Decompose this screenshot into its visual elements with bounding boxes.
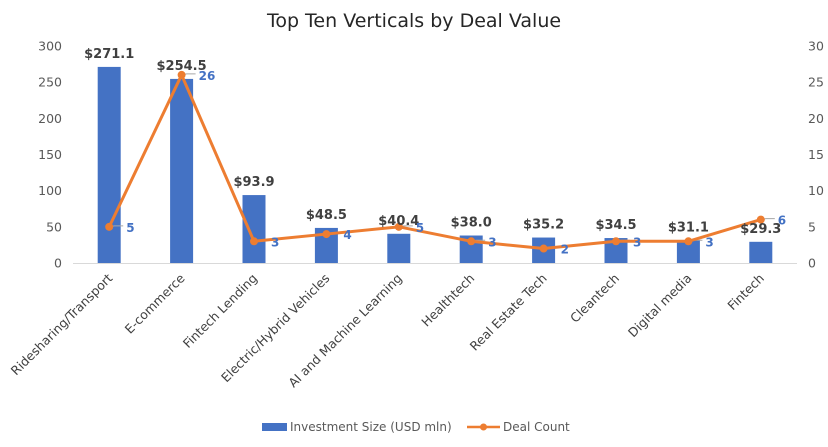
- bar-value-label: $271.1: [84, 47, 134, 62]
- deal-count-label: 26: [199, 69, 216, 83]
- bar-value-label: $31.1: [668, 221, 709, 236]
- line-marker: [756, 215, 765, 224]
- line-marker: [250, 237, 258, 246]
- category-label: Healthtech: [418, 271, 477, 330]
- deal-count-label: 5: [126, 221, 134, 235]
- line-marker: [539, 244, 548, 253]
- left-tick-label: 150: [38, 147, 62, 162]
- deal-count-label: 6: [778, 214, 786, 228]
- right-tick-label: 25: [808, 75, 824, 90]
- legend-bar-swatch: [262, 423, 287, 431]
- left-tick-label: 200: [38, 111, 62, 126]
- right-tick-label: 10: [808, 183, 824, 198]
- right-tick-label: 20: [808, 111, 824, 126]
- bar-value-label: $38.0: [451, 216, 492, 231]
- right-tick-label: 0: [808, 256, 816, 271]
- deal-count-label: 3: [488, 235, 496, 249]
- right-tick-label: 5: [808, 219, 816, 234]
- chart-title: Top Ten Verticals by Deal Value: [266, 10, 561, 32]
- category-label: E-commerce: [122, 270, 188, 336]
- bar: [387, 233, 411, 263]
- left-tick-label: 250: [38, 75, 62, 90]
- line-marker: [684, 237, 693, 246]
- bar: [749, 241, 773, 263]
- bar: [314, 227, 338, 263]
- bar: [604, 238, 628, 263]
- bar-value-label: $35.2: [523, 218, 564, 233]
- deal-count-label: 3: [633, 235, 641, 249]
- category-label: Fintech: [724, 271, 766, 313]
- bar-value-label: $40.4: [378, 214, 419, 229]
- left-tick-label: 50: [46, 219, 62, 234]
- line-value-labels: 5 26 3 4 5 3 2 3 3 6: [126, 69, 786, 257]
- left-tick-label: 0: [54, 256, 62, 271]
- line-marker: [322, 230, 331, 239]
- deal-count-label: 3: [705, 235, 713, 249]
- bar-value-label: $254.5: [157, 59, 207, 74]
- deal-count-label: 4: [343, 228, 351, 242]
- left-tick-label: 300: [38, 39, 62, 54]
- category-label: Digital media: [625, 271, 695, 341]
- right-y-axis: 0 5 10 15 20 25 30: [808, 39, 824, 271]
- category-label: Ridesharing/Transport: [8, 270, 116, 378]
- deal-count-label: 2: [561, 243, 569, 257]
- category-label: Real Estate Tech: [467, 271, 550, 354]
- legend-line-label: Deal Count: [503, 420, 570, 434]
- bar-value-label: $34.5: [595, 218, 636, 233]
- category-label: Cleantech: [567, 271, 622, 326]
- right-tick-label: 15: [808, 147, 824, 162]
- bar: [170, 78, 194, 263]
- bar-value-label: $48.5: [306, 208, 347, 223]
- bar: [676, 240, 700, 263]
- line-marker: [612, 237, 620, 246]
- line-marker: [177, 70, 186, 79]
- bar-value-label: $93.9: [233, 175, 274, 190]
- bar: [97, 66, 121, 264]
- line-series: [105, 70, 765, 253]
- bar: [242, 195, 266, 263]
- legend-line-marker: [480, 423, 487, 431]
- bar-value-labels: $271.1 $254.5 $93.9 $48.5 $40.4 $38.0 $35.2 $34…: [84, 47, 781, 237]
- legend: Investment Size (USD mln) Deal Count: [262, 420, 570, 434]
- deal-count-label: 3: [271, 235, 279, 249]
- deal-count-line: [107, 73, 762, 251]
- bar-value-label: $29.3: [740, 222, 781, 237]
- right-tick-label: 30: [808, 39, 824, 54]
- left-tick-label: 100: [38, 183, 62, 198]
- left-y-axis: 0 50 100 150 200 250 300: [38, 39, 62, 271]
- category-label: Fintech Lending: [180, 271, 260, 351]
- line-marker: [394, 222, 403, 231]
- deal-count-label: 5: [416, 221, 424, 235]
- legend-bar-label: Investment Size (USD mln): [290, 420, 452, 434]
- line-marker: [105, 222, 114, 231]
- line-marker: [467, 237, 476, 246]
